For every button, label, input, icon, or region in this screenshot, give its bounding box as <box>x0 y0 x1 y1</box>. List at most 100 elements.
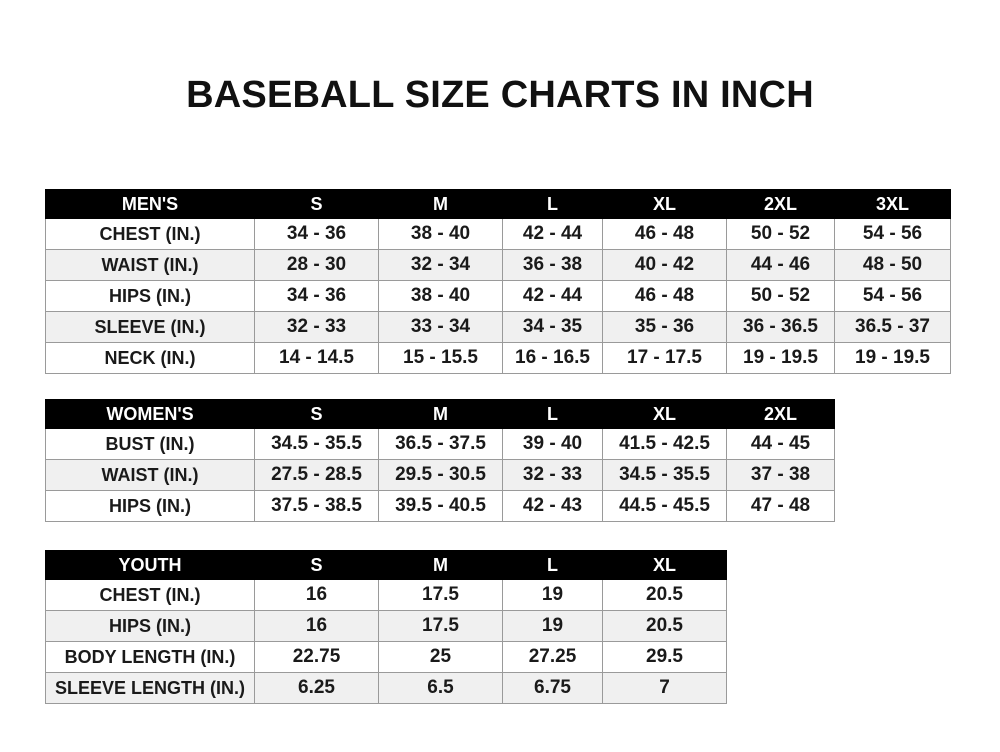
category-header: WOMEN'S <box>45 399 255 429</box>
measurement-cell: 36 - 36.5 <box>726 311 835 343</box>
measurement-label: SLEEVE (IN.) <box>45 311 255 343</box>
size-header: 2XL <box>726 399 835 429</box>
measurement-cell: 48 - 50 <box>834 249 951 281</box>
size-header: XL <box>602 189 727 219</box>
measurement-label: CHEST (IN.) <box>45 218 255 250</box>
measurement-cell: 25 <box>378 641 503 673</box>
measurement-cell: 6.5 <box>378 672 503 704</box>
mens-size-table: MEN'S S M L XL 2XL 3XL CHEST (IN.) 34 - 36 38 - 4… <box>45 189 951 374</box>
size-header: M <box>378 399 503 429</box>
measurement-cell: 39.5 - 40.5 <box>378 490 503 522</box>
table-row: HIPS (IN.) 37.5 - 38.5 39.5 - 40.5 42 - 43 4… <box>45 490 835 522</box>
measurement-label: NECK (IN.) <box>45 342 255 374</box>
table-row: SLEEVE LENGTH (IN.) 6.25 6.5 6.75 7 <box>45 672 727 704</box>
size-header: 3XL <box>834 189 951 219</box>
measurement-cell: 34.5 - 35.5 <box>254 428 379 460</box>
measurement-cell: 32 - 34 <box>378 249 503 281</box>
measurement-cell: 42 - 43 <box>502 490 603 522</box>
measurement-cell: 34 - 36 <box>254 218 379 250</box>
measurement-cell: 41.5 - 42.5 <box>602 428 727 460</box>
table-row: CHEST (IN.) 16 17.5 19 20.5 <box>45 579 727 611</box>
size-header: XL <box>602 550 727 580</box>
measurement-cell: 39 - 40 <box>502 428 603 460</box>
measurement-cell: 42 - 44 <box>502 218 603 250</box>
size-header: M <box>378 550 503 580</box>
table-row: WAIST (IN.) 27.5 - 28.5 29.5 - 30.5 32 - 33… <box>45 459 835 491</box>
measurement-cell: 7 <box>602 672 727 704</box>
measurement-cell: 42 - 44 <box>502 280 603 312</box>
measurement-cell: 32 - 33 <box>502 459 603 491</box>
measurement-label: HIPS (IN.) <box>45 490 255 522</box>
measurement-cell: 19 <box>502 610 603 642</box>
measurement-cell: 27.5 - 28.5 <box>254 459 379 491</box>
measurement-cell: 27.25 <box>502 641 603 673</box>
measurement-cell: 28 - 30 <box>254 249 379 281</box>
size-header: S <box>254 550 379 580</box>
measurement-label: HIPS (IN.) <box>45 610 255 642</box>
table-row: CHEST (IN.) 34 - 36 38 - 40 42 - 44 46 - 48 5… <box>45 218 951 250</box>
measurement-label: BUST (IN.) <box>45 428 255 460</box>
size-header: 2XL <box>726 189 835 219</box>
measurement-cell: 17.5 <box>378 579 503 611</box>
size-header: L <box>502 550 603 580</box>
measurement-cell: 19 <box>502 579 603 611</box>
table-row: HIPS (IN.) 16 17.5 19 20.5 <box>45 610 727 642</box>
measurement-cell: 38 - 40 <box>378 280 503 312</box>
measurement-cell: 19 - 19.5 <box>834 342 951 374</box>
measurement-cell: 44.5 - 45.5 <box>602 490 727 522</box>
measurement-label: HIPS (IN.) <box>45 280 255 312</box>
header-row: MEN'S S M L XL 2XL 3XL <box>45 189 951 219</box>
measurement-cell: 16 <box>254 610 379 642</box>
size-header: L <box>502 189 603 219</box>
measurement-cell: 6.75 <box>502 672 603 704</box>
size-header: S <box>254 399 379 429</box>
table-row: NECK (IN.) 14 - 14.5 15 - 15.5 16 - 16.5 17 … <box>45 342 951 374</box>
header-row: YOUTH S M L XL <box>45 550 727 580</box>
measurement-cell: 34 - 36 <box>254 280 379 312</box>
womens-size-table: WOMEN'S S M L XL 2XL BUST (IN.) 34.5 - 35.5 36.5… <box>45 399 835 522</box>
measurement-cell: 17.5 <box>378 610 503 642</box>
measurement-cell: 20.5 <box>602 610 727 642</box>
category-header: YOUTH <box>45 550 255 580</box>
size-header: XL <box>602 399 727 429</box>
measurement-cell: 34 - 35 <box>502 311 603 343</box>
measurement-cell: 29.5 - 30.5 <box>378 459 503 491</box>
measurement-cell: 44 - 46 <box>726 249 835 281</box>
measurement-label: WAIST (IN.) <box>45 249 255 281</box>
measurement-cell: 54 - 56 <box>834 280 951 312</box>
measurement-cell: 36.5 - 37.5 <box>378 428 503 460</box>
category-header: MEN'S <box>45 189 255 219</box>
measurement-cell: 14 - 14.5 <box>254 342 379 374</box>
measurement-cell: 47 - 48 <box>726 490 835 522</box>
size-header: S <box>254 189 379 219</box>
table-row: HIPS (IN.) 34 - 36 38 - 40 42 - 44 46 - 48 50… <box>45 280 951 312</box>
measurement-cell: 33 - 34 <box>378 311 503 343</box>
measurement-cell: 6.25 <box>254 672 379 704</box>
measurement-label: WAIST (IN.) <box>45 459 255 491</box>
measurement-cell: 16 <box>254 579 379 611</box>
measurement-cell: 29.5 <box>602 641 727 673</box>
measurement-cell: 50 - 52 <box>726 280 835 312</box>
measurement-cell: 50 - 52 <box>726 218 835 250</box>
header-row: WOMEN'S S M L XL 2XL <box>45 399 835 429</box>
table-row: SLEEVE (IN.) 32 - 33 33 - 34 34 - 35 35 - 36… <box>45 311 951 343</box>
measurement-cell: 46 - 48 <box>602 280 727 312</box>
table-row: WAIST (IN.) 28 - 30 32 - 34 36 - 38 40 - 42 4… <box>45 249 951 281</box>
measurement-cell: 32 - 33 <box>254 311 379 343</box>
measurement-label: CHEST (IN.) <box>45 579 255 611</box>
size-header: L <box>502 399 603 429</box>
measurement-cell: 36 - 38 <box>502 249 603 281</box>
size-header: M <box>378 189 503 219</box>
measurement-cell: 44 - 45 <box>726 428 835 460</box>
measurement-cell: 20.5 <box>602 579 727 611</box>
measurement-cell: 37 - 38 <box>726 459 835 491</box>
measurement-label: SLEEVE LENGTH (IN.) <box>45 672 255 704</box>
page-title: BASEBALL SIZE CHARTS IN INCH <box>186 74 814 116</box>
measurement-cell: 35 - 36 <box>602 311 727 343</box>
measurement-cell: 19 - 19.5 <box>726 342 835 374</box>
youth-size-table: YOUTH S M L XL CHEST (IN.) 16 17.5 19 20.5 HIPS (I… <box>45 550 727 704</box>
measurement-cell: 40 - 42 <box>602 249 727 281</box>
table-row: BUST (IN.) 34.5 - 35.5 36.5 - 37.5 39 - 40 4… <box>45 428 835 460</box>
measurement-cell: 16 - 16.5 <box>502 342 603 374</box>
measurement-cell: 34.5 - 35.5 <box>602 459 727 491</box>
